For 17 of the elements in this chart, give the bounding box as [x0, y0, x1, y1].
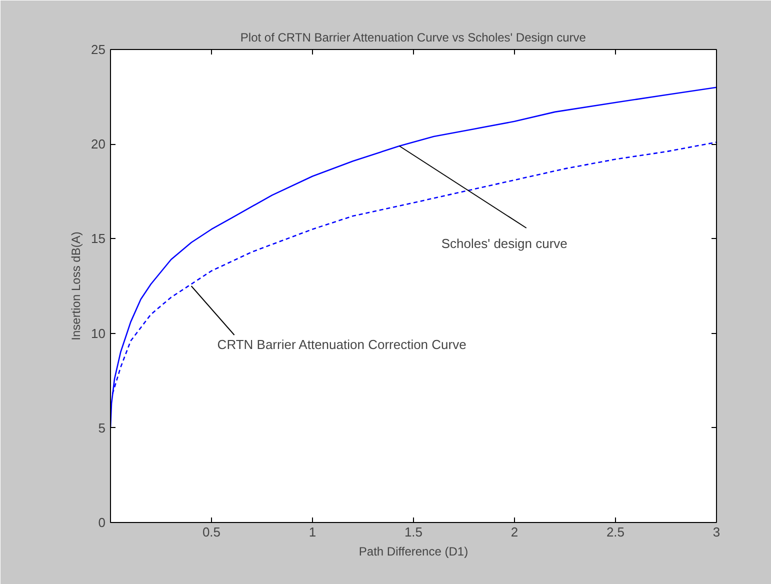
y-axis-title: Insertion Loss dB(A): [69, 232, 84, 340]
y-tick-label: 10: [91, 326, 106, 341]
x-tick-label: 2: [510, 524, 518, 540]
x-tick-label: 1.5: [404, 524, 423, 540]
y-tick-label: 20: [91, 136, 106, 152]
y-tick-label: 25: [91, 42, 106, 57]
y-tick-label: 15: [91, 231, 106, 246]
annotation: Scholes' design curve: [441, 236, 568, 251]
x-tick-label: 2.5: [606, 524, 625, 540]
x-tick-label: 1: [308, 524, 316, 540]
x-tick-label: 3: [712, 524, 720, 540]
y-tick-label: 0: [98, 515, 106, 530]
chart-title: Plot of CRTN Barrier Attenuation Curve vs Scholes' Design curve: [240, 30, 586, 44]
x-tick-label: 0.5: [202, 524, 221, 540]
x-axis-title: Path Difference (D1): [358, 544, 468, 558]
annotation: CRTN Barrier Attenuation Correction Curve: [217, 337, 466, 352]
y-tick-label: 5: [98, 420, 106, 436]
